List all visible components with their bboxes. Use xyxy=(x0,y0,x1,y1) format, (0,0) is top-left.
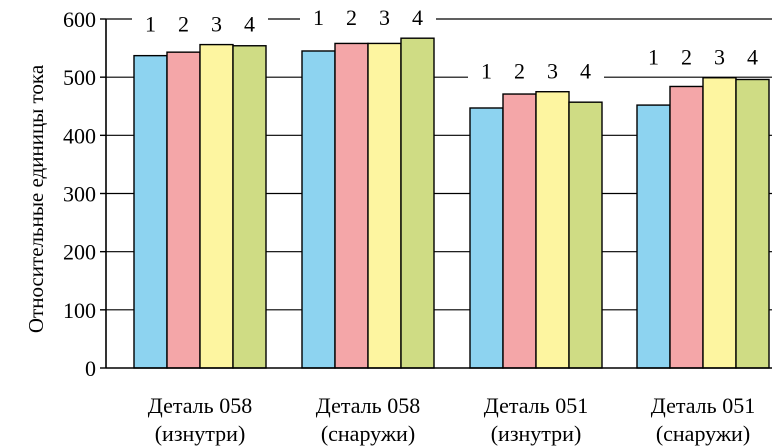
axes xyxy=(100,18,772,369)
category-label: Деталь 058 xyxy=(316,393,420,418)
y-axis-label: Относительные единицы тока xyxy=(24,64,48,333)
bar-cat2-series3 xyxy=(367,42,402,369)
y-tick-label: 400 xyxy=(63,123,96,148)
bars xyxy=(133,37,770,369)
bar-number-label-bg xyxy=(300,6,436,29)
bar-number-label: 2 xyxy=(346,5,357,30)
bar-number-label: 2 xyxy=(514,59,525,84)
bar-cat3-series1 xyxy=(469,107,504,369)
bar-number-label: 1 xyxy=(648,45,659,70)
bar-number-label: 4 xyxy=(244,12,255,37)
bar-number-label: 4 xyxy=(412,5,423,30)
bar-cat3-series3 xyxy=(535,91,570,369)
bar-number-label: 1 xyxy=(145,12,156,37)
bar-cat1-series1 xyxy=(133,54,168,369)
bar-number-label: 1 xyxy=(481,59,492,84)
bar-number-label: 3 xyxy=(211,12,222,37)
bar-number-label: 2 xyxy=(178,12,189,37)
bar-cat4-series4 xyxy=(735,78,770,369)
category-label: (изнутри) xyxy=(491,421,582,446)
category-label: Деталь 058 xyxy=(148,393,252,418)
bar-number-label: 3 xyxy=(547,59,558,84)
bar-cat2-series1 xyxy=(301,50,336,369)
category-labels: Деталь 058 (изнутри) Деталь 058 (снаружи) Де… xyxy=(148,393,755,446)
bar-cat3-series4 xyxy=(568,101,603,369)
y-tick-label: 300 xyxy=(63,182,96,207)
bar-number-label-bg xyxy=(468,59,604,82)
y-tick-labels: 0 100 200 300 400 500 600 xyxy=(63,7,96,381)
bar-cat4-series1 xyxy=(636,104,671,369)
bar-number-label: 2 xyxy=(681,45,692,70)
bar-cat3-series2 xyxy=(502,93,537,369)
bar-number-label: 1 xyxy=(313,5,324,30)
bar-cat2-series4 xyxy=(400,37,435,369)
bar-number-label: 3 xyxy=(379,5,390,30)
category-label: (снаружи) xyxy=(321,421,415,446)
y-tick-label: 600 xyxy=(63,7,96,32)
category-label: (изнутри) xyxy=(155,421,246,446)
category-label: Деталь 051 xyxy=(484,393,588,418)
category-label: (снаружи) xyxy=(656,421,750,446)
bar-number-label-bg xyxy=(132,12,268,35)
category-label: Деталь 051 xyxy=(651,393,755,418)
bar-cat1-series2 xyxy=(166,51,201,369)
bar-number-label: 3 xyxy=(714,45,725,70)
y-tick-label: 200 xyxy=(63,240,96,265)
bar-cat4-series3 xyxy=(702,77,737,369)
bar-number-label: 4 xyxy=(747,45,758,70)
bar-number-label: 4 xyxy=(580,59,591,84)
bar-cat4-series2 xyxy=(669,85,704,369)
bar-cat2-series2 xyxy=(334,42,369,369)
y-tick-label: 0 xyxy=(85,356,96,381)
bar-number-label-bg xyxy=(635,45,771,68)
y-tick-label: 500 xyxy=(63,65,96,90)
bar-cat1-series3 xyxy=(199,43,234,369)
y-tick-label: 100 xyxy=(63,298,96,323)
bar-number-labels: 1 2 3 4 1 2 3 41 2 3 41 2 3 4 xyxy=(132,5,771,84)
bar-cat1-series4 xyxy=(232,45,267,369)
